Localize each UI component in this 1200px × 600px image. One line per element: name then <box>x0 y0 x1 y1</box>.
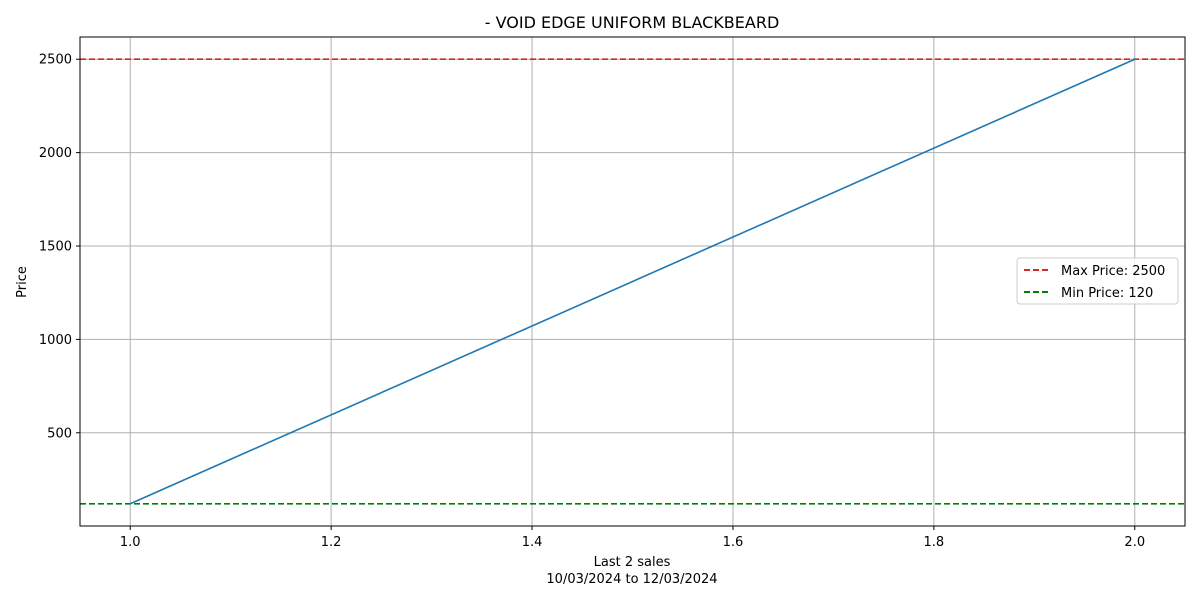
price-data-point <box>129 502 132 505</box>
x-axis-label: Last 2 sales <box>594 555 671 570</box>
x-tick-label: 1.2 <box>321 535 342 550</box>
x-tick-label: 1.6 <box>723 535 744 550</box>
x-tick-label: 2.0 <box>1124 535 1145 550</box>
legend-box <box>1016 257 1179 305</box>
plot-frame <box>79 36 1186 527</box>
data-series <box>129 58 1136 505</box>
price-series-line <box>129 58 1136 505</box>
x-tick-label: 1.8 <box>924 535 945 550</box>
x-axis-sublabel: 10/03/2024 to 12/03/2024 <box>546 572 717 587</box>
y-tick-label: 2500 <box>39 53 72 68</box>
y-axis-ticks: 500 1000 1500 2000 2500 <box>39 53 80 441</box>
reference-lines <box>80 58 1185 505</box>
chart-title: - VOID EDGE UNIFORM BLACKBEARD <box>485 13 780 32</box>
x-tick-label: 1.4 <box>522 535 543 550</box>
legend-label-max: Max Price: 2500 <box>1061 264 1165 279</box>
y-tick-label: 1000 <box>39 333 72 348</box>
legend: Max Price: 2500 Min Price: 120 <box>1016 257 1179 305</box>
y-tick-label: 500 <box>47 426 72 441</box>
y-axis-label: Price <box>15 266 30 298</box>
x-axis-ticks: 1.0 1.2 1.4 1.6 1.8 2.0 <box>120 526 1145 550</box>
x-tick-label: 1.0 <box>120 535 141 550</box>
price-data-point <box>1133 58 1136 61</box>
y-tick-label: 1500 <box>39 240 72 255</box>
y-tick-label: 2000 <box>39 146 72 161</box>
legend-label-min: Min Price: 120 <box>1061 286 1153 301</box>
